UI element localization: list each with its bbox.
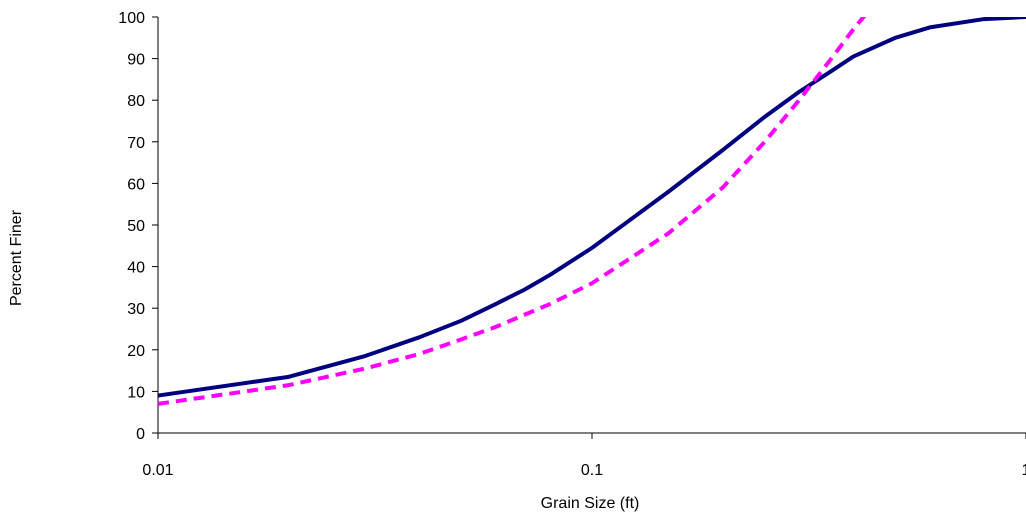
y-axis: 0 10 20 30 40 50 60 70 80 90 100 [118,10,159,443]
x-tick-label: 1 [1022,462,1026,479]
y-tick-label: 10 [127,384,145,401]
x-axis-title: Grain Size (ft) [541,495,640,512]
y-tick-label: 20 [127,343,145,360]
plot-area [157,17,1026,406]
y-tick-label: 80 [127,93,145,110]
series-line-solid [157,17,1026,398]
y-tick-label: 90 [127,52,145,69]
y-tick-label: 30 [127,301,145,318]
y-tick-label: 50 [127,218,145,235]
y-tick-label: 0 [136,426,145,443]
x-tick-label: 0.1 [581,462,603,479]
y-axis-title: Percent Finer [8,209,25,306]
x-tick-label: 0.01 [142,462,173,479]
y-tick-label: 100 [118,10,145,27]
series-line-dashed [157,17,867,406]
x-axis: 0.01 0.1 1 [142,432,1026,479]
y-tick-label: 40 [127,260,145,277]
y-tick-label: 60 [127,176,145,193]
y-tick-label: 70 [127,135,145,152]
